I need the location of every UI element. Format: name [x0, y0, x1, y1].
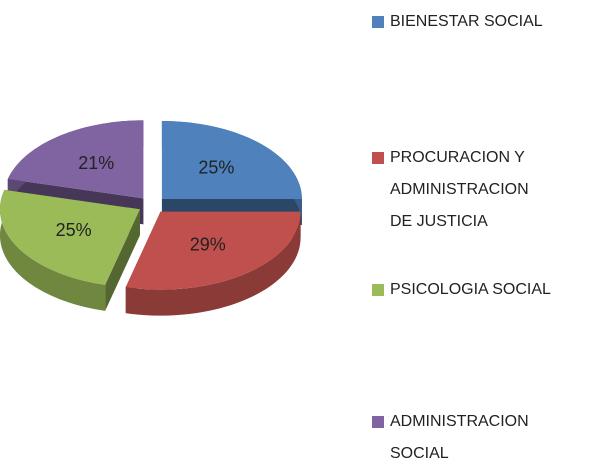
slice: [0, 189, 140, 285]
legend-swatch: [372, 16, 384, 28]
data-label: 21%: [78, 153, 114, 173]
legend-item: PSICOLOGIA SOCIAL: [372, 274, 605, 306]
legend-label: ADMINISTRACION SOCIAL: [390, 413, 529, 462]
legend-label: PSICOLOGIA SOCIAL: [390, 281, 551, 298]
slice-rim: [125, 211, 301, 316]
slice: [161, 121, 302, 200]
legend-item: PROCURACION Y ADMINISTRACION DE JUSTICIA: [372, 142, 545, 238]
data-label: 25%: [56, 220, 92, 240]
slice: [7, 120, 144, 199]
slice-top: [125, 211, 301, 290]
slice-rim: [0, 189, 106, 311]
slice-top: [0, 189, 140, 285]
pie-area: 25% 29% 25% 21%: [0, 120, 302, 316]
legend-swatch: [372, 284, 384, 296]
legend-swatch: [372, 152, 384, 164]
slice-top: [7, 120, 144, 199]
data-label: 25%: [198, 157, 234, 177]
legend-item: BIENESTAR SOCIAL: [372, 6, 605, 38]
slice-top: [161, 121, 302, 200]
legend-item: ADMINISTRACION SOCIAL: [372, 406, 545, 464]
legend-swatch: [372, 416, 384, 428]
slice: [125, 211, 301, 290]
data-label: 29%: [190, 234, 226, 254]
legend-label: PROCURACION Y ADMINISTRACION DE JUSTICIA: [390, 149, 529, 230]
slice-edge: [105, 209, 140, 311]
legend-label: BIENESTAR SOCIAL: [390, 13, 543, 30]
